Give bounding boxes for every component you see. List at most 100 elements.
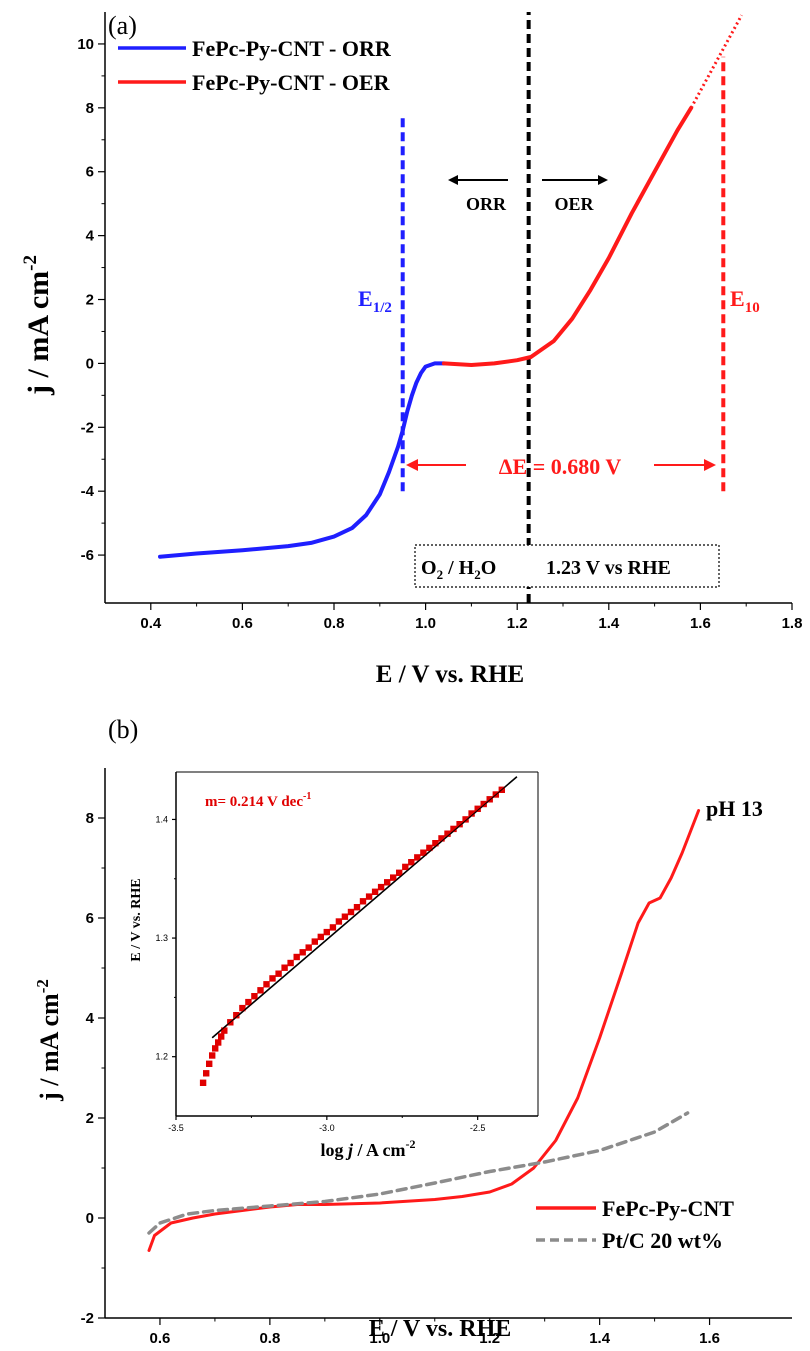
inset-data-point [426,844,433,852]
inset-data-point [420,849,427,856]
delta-e-label: ΔE = 0.680 V [499,454,622,479]
panel-a-direction-arrows: ORR OER [448,175,608,214]
panel-b-y-axis-title-main: j / mA cm [35,993,64,1102]
panel-a-y-tick-label: -4 [81,483,95,500]
panel-a-y-tick-label: 8 [86,100,94,117]
inset-data-point [251,993,258,1000]
inset-data-point [203,1070,210,1077]
h2o-sub: 2 [474,567,481,582]
panel-b: (b) 0.6 0.8 1.0 1.2 1.4 1.6 -2 0 2 4 6 8 E / V vs. … [33,715,792,1347]
e-half-main: E [358,286,373,311]
inset-data-point [377,883,385,891]
inset-data-point [384,879,391,886]
inset-data-point [269,975,276,982]
panel-b-y-tick-label: 2 [86,1110,94,1127]
inset-data-point [293,953,300,961]
inset-data-point [456,821,463,828]
inset-data-point [212,1045,219,1052]
inset-data-point [468,810,475,817]
inset-data-point [450,825,457,833]
inset-data-point [221,1027,228,1034]
inset-y-tick-label: 1.2 [155,1052,168,1062]
inset-x-axis-title-pre: log [320,1140,348,1160]
e10-label: E10 [730,286,760,316]
inset-x-axis-title: log j / A cm-2 [320,1137,415,1160]
inset-x-axis-title-sup: -2 [406,1137,416,1151]
ph-label: pH 13 [706,796,763,821]
panel-a-x-tick-label: 1.0 [415,615,436,632]
orr-curve [158,361,446,559]
delta-e-arrowhead-left [406,459,418,471]
panel-a-x-tick-label: 1.8 [782,615,803,632]
panel-b-x-tick-label: 1.6 [699,1330,720,1347]
panel-a-x-tick-label: 1.6 [690,615,711,632]
inset-data-point [299,949,306,956]
panel-a-plot-area: 0.4 0.6 0.8 1.0 1.2 1.4 1.6 1.8 -6 -4 -2 0 2 4 6 8 10 [77,12,802,632]
inset-data-point [408,859,415,866]
inset-y-tick-label: 1.3 [155,933,168,943]
panel-a-y-tick-label: 4 [86,228,95,245]
inset-data-point [275,970,282,977]
panel-b-label: (b) [108,715,138,744]
inset-data-point [218,1033,225,1040]
inset-x-axis-title-post: / A cm [353,1140,406,1160]
inset-data-point [323,928,330,936]
oer-curve [441,105,694,367]
delta-e-arrowhead-right [704,459,716,471]
panel-a-y-tick-label: 0 [86,355,94,372]
inset-x-axis-title-italic: j [345,1140,354,1160]
fepc-curve [147,809,701,1252]
panel-a-y-tick-label: -2 [81,419,94,436]
inset-data-point [359,898,367,905]
panel-a-x-tick-label: 1.4 [598,615,620,632]
e10-sub: 10 [745,300,760,316]
panel-a-y-axis-title-main: j / mA cm [22,271,55,396]
ptc-curve [147,1111,690,1235]
legend-label-oer: FePc-Py-CNT - OER [192,70,391,95]
slope-label: m= 0.214 V dec-1 [205,791,311,810]
inset-data-point [365,893,373,900]
inset-data-point [305,944,312,951]
inset-x-tick-label: -3.5 [168,1123,184,1133]
delta-e-annotation: ΔE = 0.680 V [406,454,716,479]
panel-b-x-tick-label: 0.6 [150,1330,171,1347]
oer-label: OER [554,194,594,214]
panel-a: (a) 0.4 0.6 0.8 1.0 1.2 1.4 1.6 1.8 -6 -4 -2 0 2 4 6 8 1… [20,11,802,688]
panel-b-plot-area: 0.6 0.8 1.0 1.2 1.4 1.6 -2 0 2 4 6 8 [81,768,792,1347]
inset-data-point [257,987,264,994]
h2o-pre: / H [443,557,475,579]
inset-data-point [444,830,451,837]
panel-b-x-tick-label: 1.0 [369,1330,390,1347]
o2-main: O [421,557,437,579]
reference-box-border [414,544,720,588]
inset-data-point [335,918,343,925]
inset-data-point [209,1052,216,1059]
inset-data-point [287,959,294,967]
legend-label-orr: FePc-Py-CNT - ORR [192,36,392,61]
legend-label-ptc: Pt/C 20 wt% [602,1228,723,1253]
inset-background [176,772,540,1117]
e-half-sub: 1/2 [373,300,392,316]
panel-b-y-axis-title-sup: -2 [33,979,52,993]
legend-label-fepc: FePc-Py-CNT [602,1196,734,1221]
panel-a-y-tick-label: 2 [86,292,94,309]
panel-a-y-tick-label: -6 [81,547,94,564]
inset-y-axis-title: E / V vs. RHE [129,878,144,961]
panel-a-legend: FePc-Py-CNT - ORR FePc-Py-CNT - OER [118,36,392,95]
panel-b-y-tick-label: -2 [81,1310,94,1327]
inset-data-point [311,938,318,945]
panel-b-y-tick-label: 8 [86,810,94,827]
inset-data-point [329,924,337,931]
panel-b-y-tick-label: 6 [86,910,94,927]
o2-h2o-label: O2 / H2O [421,557,496,582]
inset-y-tick-label: 1.4 [155,814,168,824]
inset-data-point [414,854,421,861]
e10-main: E [730,286,745,311]
panel-b-x-tick-label: 1.2 [479,1330,500,1347]
inset-plot-area: -3.5 -3.0 -2.5 1.2 1.3 1.4 [155,771,540,1133]
panel-a-y-axis-title: j / mA cm-2 [20,255,55,396]
h2o-post: O [481,557,497,579]
reference-potential-box: O2 / H2O 1.23 V vs RHE [414,544,720,588]
inset-data-point [371,888,379,895]
